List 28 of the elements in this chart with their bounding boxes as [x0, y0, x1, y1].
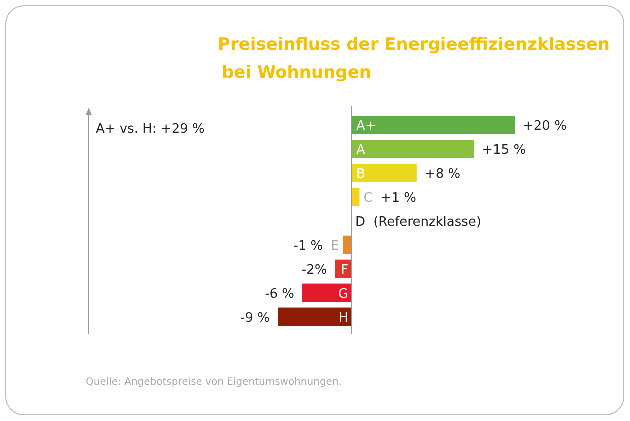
bar: [343, 236, 352, 254]
bar: [278, 308, 352, 326]
data-label: +8 %: [424, 167, 461, 182]
data-label: (Referenzklasse): [374, 215, 482, 230]
y-tick-label: C: [364, 191, 373, 206]
y-tick-label: A: [356, 143, 366, 158]
chart-title: Preiseinfluss der Energieeffizienzklassen bei Wohnungen: [218, 35, 610, 83]
data-label: +1 %: [380, 191, 416, 206]
text: A+ vs. H: +29 %: [96, 122, 205, 137]
bar: [352, 188, 360, 206]
y-tick-label: E: [331, 238, 340, 254]
y-tick-label: G: [338, 286, 349, 302]
data-label: -6 %: [265, 286, 295, 302]
data-label: +15 %: [482, 143, 526, 158]
y-tick-label: H: [338, 310, 349, 326]
bar: [352, 164, 417, 182]
y-tick-label: F: [341, 262, 349, 278]
bar: [352, 116, 515, 134]
data-label: -2%: [302, 262, 328, 278]
y-tick-label: D: [356, 215, 366, 230]
y-tick-label: A+: [356, 119, 376, 134]
bar: [352, 140, 474, 158]
y-tick-label: B: [356, 167, 366, 182]
bar: [302, 284, 352, 302]
data-label: -1 %: [294, 238, 324, 254]
source-note: Quelle: Angebotspreise von Eigentumswohnungen.: [86, 377, 342, 388]
data-label: +20 %: [523, 119, 567, 134]
data-label: -9 %: [240, 310, 270, 326]
